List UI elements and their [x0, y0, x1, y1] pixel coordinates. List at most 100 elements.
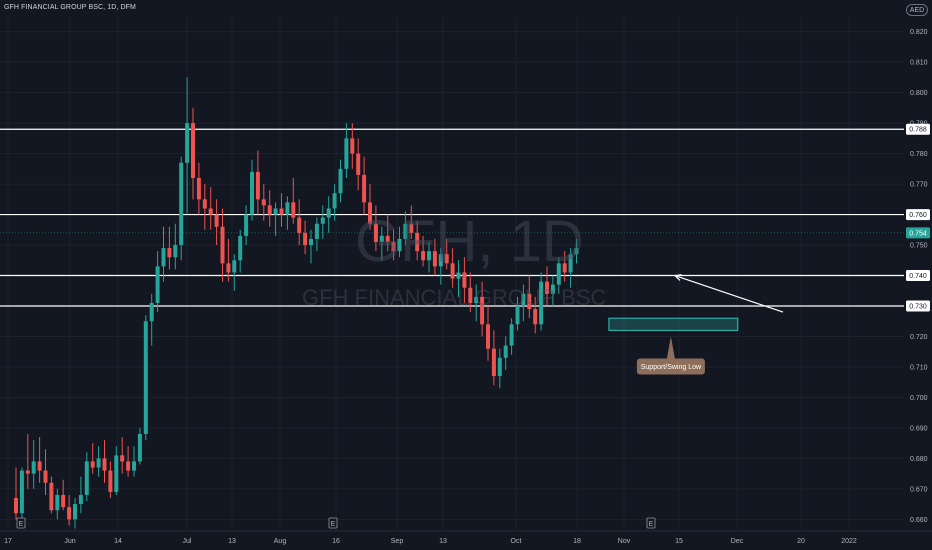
candle-down: [261, 184, 266, 221]
candle-body: [108, 470, 113, 492]
candle-up: [539, 272, 544, 331]
candle-up: [19, 467, 24, 520]
level-price-label: 0.760: [909, 212, 927, 219]
earnings-marker-box: [16, 517, 26, 529]
candle-body: [126, 461, 131, 471]
candle-body: [67, 507, 72, 520]
candle-body: [368, 202, 372, 224]
candle-body: [403, 223, 408, 239]
candle-body: [285, 202, 290, 215]
x-tick-label: 16: [332, 538, 340, 545]
candle-down: [279, 193, 284, 227]
candle-down: [255, 150, 260, 215]
candle-up: [31, 440, 36, 489]
candle-body: [43, 470, 48, 483]
currency-badge[interactable]: AED: [906, 4, 928, 16]
candle-up: [338, 159, 343, 203]
candle-body: [261, 199, 266, 206]
candle-body: [456, 272, 461, 279]
last-price-label: 0.754: [909, 230, 927, 237]
candle-up: [161, 226, 166, 282]
support-zone-box: [608, 317, 739, 331]
y-tick-label: 0.710: [910, 364, 928, 371]
candle-body: [497, 357, 502, 377]
y-tick-label: 0.680: [910, 456, 928, 463]
level-price-label: 0.740: [909, 273, 927, 280]
candle-body: [96, 458, 101, 468]
candle-body: [574, 248, 579, 255]
callout-box: [636, 358, 705, 375]
candle-body: [208, 208, 213, 215]
candle-up: [149, 293, 154, 346]
candle-body: [468, 287, 473, 303]
y-tick-label: 0.780: [910, 151, 928, 158]
candle-down: [196, 162, 201, 215]
candle-down: [220, 208, 225, 282]
chart-title: GFH FINANCIAL GROUP BSC, 1D, DFM: [4, 4, 136, 11]
candle-body: [267, 205, 272, 215]
candle-down: [102, 440, 107, 483]
candle-body: [545, 281, 549, 294]
watermark-name: GFH FINANCIAL GROUP BSC: [302, 285, 607, 310]
level-price-tag: [906, 300, 930, 312]
candle-up: [185, 77, 190, 215]
candle-body: [90, 461, 95, 468]
candle-body: [185, 123, 190, 163]
x-tick-label: Nov: [618, 538, 631, 545]
candle-down: [468, 272, 473, 313]
candle-up: [155, 251, 160, 313]
candle-down: [486, 306, 490, 361]
candle-down: [297, 199, 302, 246]
candle-down: [126, 446, 131, 477]
earnings-marker-label: E: [19, 521, 24, 528]
candle-body: [149, 302, 154, 322]
candle-up: [344, 123, 349, 178]
candle-body: [503, 345, 508, 358]
x-tick-label: 18: [573, 538, 581, 545]
candle-body: [78, 494, 83, 505]
candle-body: [143, 321, 148, 434]
candle-down: [385, 214, 390, 252]
candle-body: [297, 217, 302, 233]
candle-body: [120, 455, 125, 462]
candle-body: [137, 434, 142, 462]
candle-body: [415, 232, 420, 252]
candle-up: [244, 205, 249, 246]
candle-body: [373, 223, 378, 242]
candle-up: [132, 446, 136, 477]
candle-body: [291, 202, 296, 218]
candle-body: [515, 306, 520, 325]
candle-body: [155, 266, 160, 303]
candle-up: [438, 248, 443, 285]
candle-down: [120, 437, 125, 474]
candle-body: [226, 263, 231, 273]
y-tick-label: 0.800: [910, 90, 928, 97]
candle-body: [279, 208, 284, 215]
time-axis[interactable]: 17 Jun 14 Jul 13 Aug 16 Sep 13 Oct 18 Nov 15 Dec 20 202…: [0, 517, 932, 545]
candle-body: [568, 254, 573, 273]
earnings-marker-label: E: [331, 521, 336, 528]
candle-body: [432, 251, 437, 267]
price-axis[interactable]: 0.8200.8100.8000.7900.7800.7700.7600.750…: [904, 0, 932, 550]
candle-body: [391, 242, 396, 252]
candle-up: [503, 336, 508, 370]
candle-up: [556, 257, 561, 294]
candle-body: [550, 284, 555, 294]
candle-body: [314, 223, 319, 239]
candle-body: [232, 260, 237, 273]
candle-down: [373, 205, 378, 252]
candle-up: [285, 196, 290, 230]
x-tick-label: 17: [4, 538, 12, 545]
y-tick-label: 0.750: [910, 243, 928, 250]
x-tick-label: 13: [439, 538, 447, 545]
y-tick-label: 0.810: [910, 60, 928, 67]
level-price-tag: [906, 270, 930, 282]
candle-up: [114, 446, 119, 495]
y-tick-label: 0.690: [910, 425, 928, 432]
earnings-marker: E: [646, 517, 656, 529]
candle-down: [108, 461, 113, 498]
candle-body: [427, 251, 431, 261]
x-tick-label: 13: [228, 538, 236, 545]
candle-down: [37, 437, 42, 483]
